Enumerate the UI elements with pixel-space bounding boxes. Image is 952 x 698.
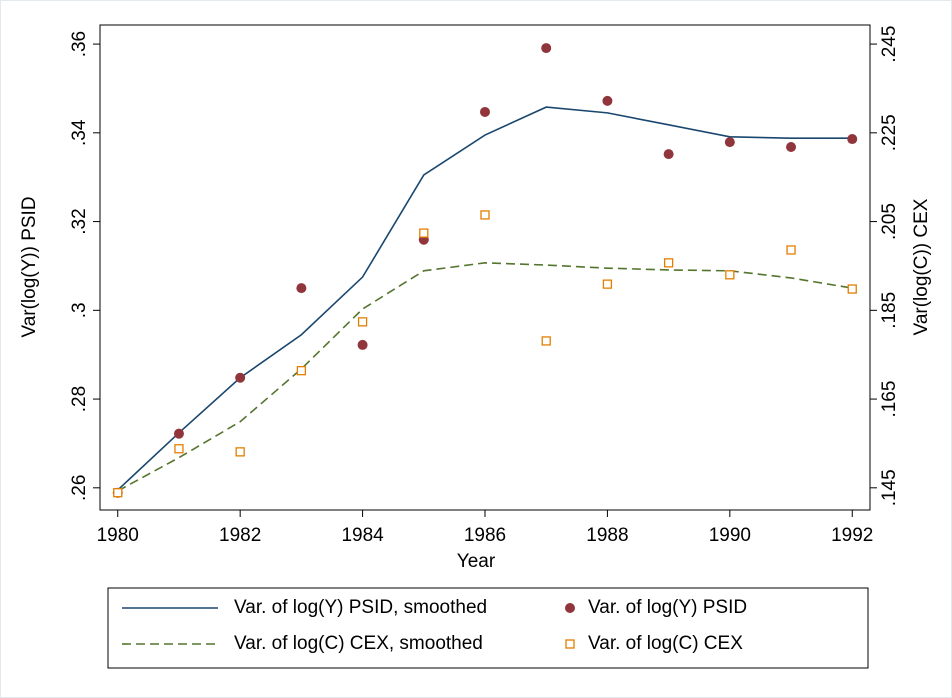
point [419,228,429,238]
point [663,258,674,268]
y-tick-label: .32 [69,208,90,234]
point [174,444,184,454]
y2-axis-title: Var(log(C)) CEX [911,198,932,335]
point [235,372,246,383]
point [480,106,490,117]
series-line [117,262,853,492]
point [480,210,490,220]
point [663,149,674,160]
y-tick-label: .36 [69,31,90,57]
legend-label: Var. of log(C) CEX, smoothed [234,633,483,654]
point [235,447,245,457]
point [724,137,735,148]
legend-label: Var. of log(C) CEX [588,633,743,654]
point [786,142,797,153]
legend-label: Var. of log(Y) PSID, smoothed [234,597,487,618]
point [786,245,796,255]
y2-tick-label: .165 [879,381,900,418]
point [541,43,552,54]
legend-swatch [565,603,575,613]
point [357,317,368,327]
x-tick-label: 1980 [97,525,139,546]
point [725,270,735,280]
y2-tick-label: .145 [879,469,900,506]
x-tick-label: 1988 [586,525,628,546]
y2-tick-label: .245 [879,26,900,63]
point [541,336,551,346]
point [173,428,184,439]
y-tick-label: .34 [69,119,90,146]
x-tick-label: 1984 [341,525,384,546]
y2-tick-label: .205 [879,203,900,240]
y2-tick-label: .185 [879,292,900,329]
x-tick-label: 1992 [831,525,873,546]
x-tick-label: 1990 [709,525,751,546]
point [602,279,613,289]
point [847,134,858,145]
point [296,283,307,294]
point [357,339,368,350]
y-tick-label: .28 [69,386,90,412]
legend-swatch [565,639,575,649]
y-tick-label: .3 [69,302,90,318]
legend-box [107,587,869,669]
point [602,95,613,106]
x-tick-label: 1982 [219,525,261,546]
point [296,366,307,376]
y2-tick-label: .225 [879,114,900,151]
x-axis-title: Year [457,551,496,572]
point [113,488,123,498]
y-tick-label: .26 [69,475,90,501]
y-axis-title: Var(log(Y)) PSID [19,196,40,337]
legend-label: Var. of log(Y) PSID [588,597,747,618]
x-tick-label: 1986 [464,525,506,546]
point [847,284,857,294]
